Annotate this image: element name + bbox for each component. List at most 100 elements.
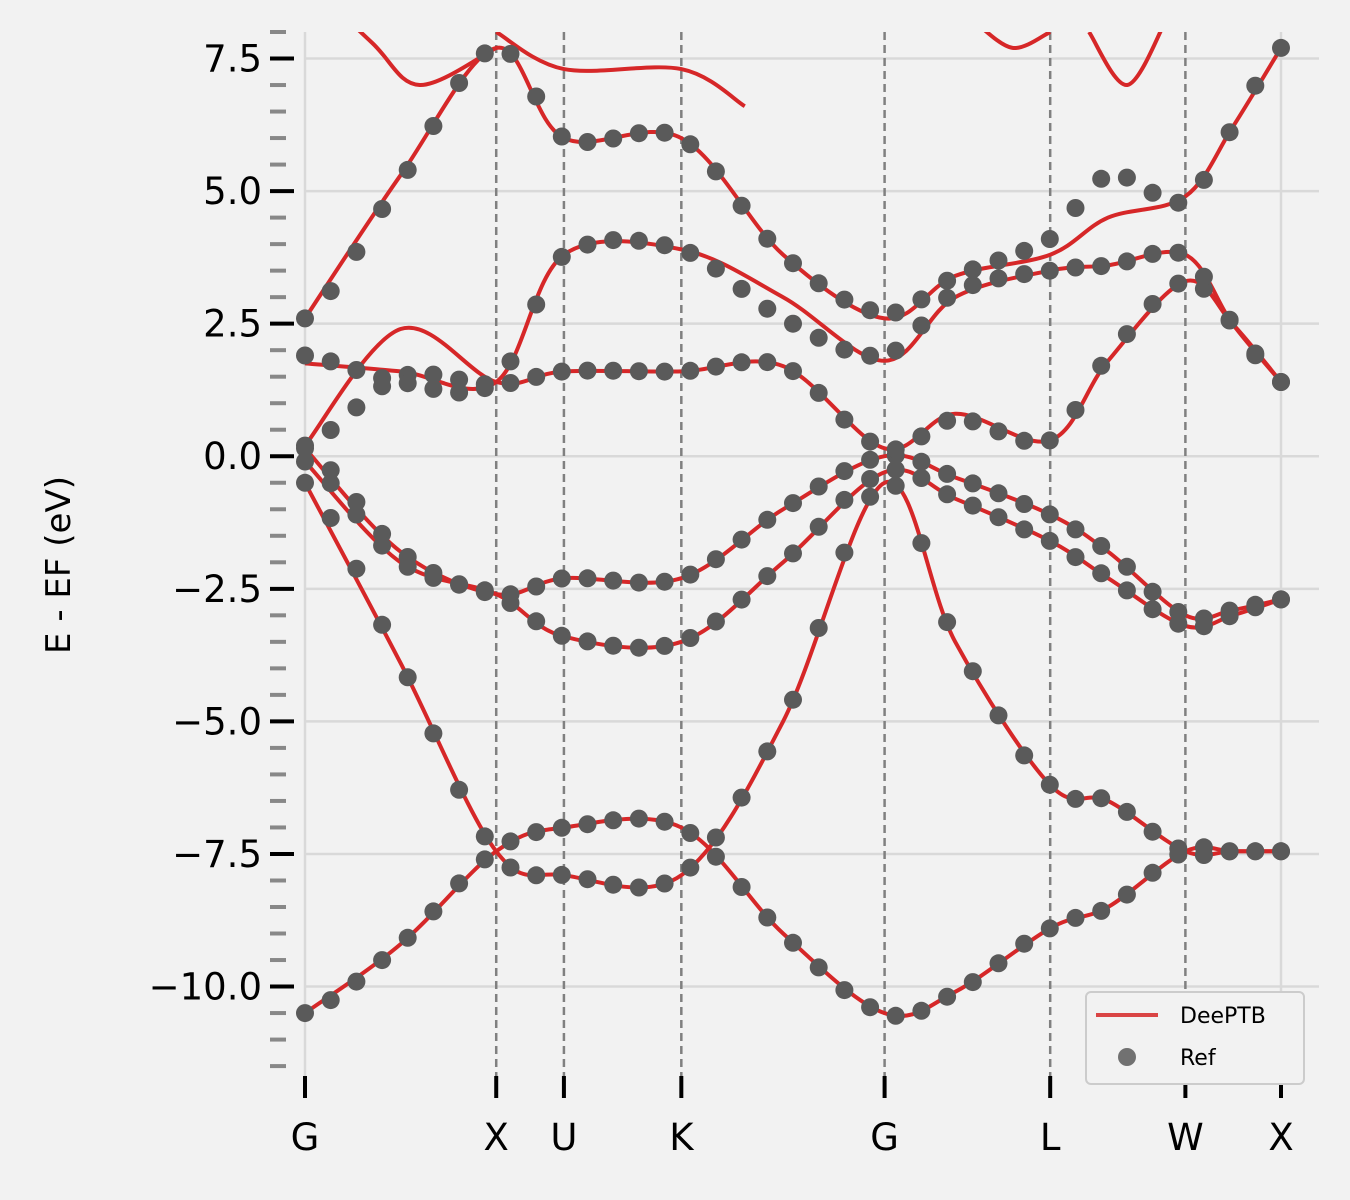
ref-point (1169, 274, 1188, 293)
ref-point (398, 668, 417, 687)
ref-point (681, 243, 700, 262)
ref-point (1015, 495, 1034, 513)
ref-point (1066, 401, 1085, 419)
ref-point (758, 353, 777, 372)
ref-point (1066, 789, 1085, 808)
ref-point (578, 870, 597, 889)
ref-point (1246, 76, 1265, 95)
ref-point (809, 958, 828, 977)
ref-point (861, 450, 880, 469)
ref-point (963, 474, 982, 493)
ref-point (347, 398, 366, 417)
ref-point (450, 780, 469, 799)
ref-point (321, 991, 340, 1010)
y-tick-label: −5.0 (172, 700, 262, 743)
ref-point (347, 242, 366, 261)
ref-point (1194, 609, 1213, 628)
y-axis-label: E - EF (eV) (39, 476, 79, 654)
ref-point (629, 878, 648, 897)
ref-point (527, 823, 546, 842)
ref-point (989, 484, 1008, 503)
ref-point (732, 590, 751, 609)
x-tick-label-K: K (669, 1116, 695, 1159)
ref-point (784, 494, 802, 513)
ref-point (552, 247, 571, 266)
ref-point (629, 573, 648, 592)
ref-point (1117, 557, 1136, 576)
ref-point (989, 422, 1008, 441)
deeptb-upper-band-1 (495, 32, 746, 108)
ref-points (296, 38, 1290, 1025)
ref-point (321, 474, 340, 493)
ref-point (629, 362, 648, 381)
ref-point (706, 259, 725, 278)
ref-point (629, 124, 648, 143)
ref-point (963, 973, 982, 992)
ref-point (604, 571, 623, 590)
ref-point (629, 809, 648, 828)
ref-point (296, 346, 314, 365)
ref-point (578, 569, 597, 588)
ref-point (835, 543, 854, 562)
ref-point (578, 815, 597, 834)
ref-point (1272, 373, 1290, 391)
ref-point (989, 251, 1008, 270)
ref-point (578, 361, 597, 380)
ref-point (861, 301, 880, 320)
ref-point (578, 235, 597, 254)
ref-point (321, 352, 340, 371)
ref-point (706, 162, 725, 181)
ref-point (450, 575, 469, 594)
ref-point (321, 509, 340, 527)
ref-point (655, 362, 674, 381)
ref-point (475, 583, 494, 602)
ref-point (784, 544, 802, 563)
x-tick-label-G: G (870, 1116, 899, 1159)
kpoint-separators (494, 32, 1187, 1082)
ref-point (912, 469, 931, 487)
ref-point (938, 464, 957, 483)
ref-point (963, 276, 982, 295)
ref-point (1169, 193, 1188, 212)
ref-point (1220, 310, 1239, 329)
ref-point (1117, 325, 1136, 344)
ref-point (1143, 183, 1162, 202)
ref-point (604, 875, 623, 894)
ref-point (373, 524, 392, 543)
ref-point (424, 379, 443, 398)
ref-point (373, 951, 392, 970)
x-tick-label-L: L (1040, 1116, 1061, 1159)
ref-point (655, 123, 674, 142)
ref-point (963, 496, 982, 515)
ref-point (501, 832, 520, 851)
deeptb-upper-band-3 (1087, 32, 1163, 87)
ref-point (475, 379, 494, 398)
ref-point (424, 724, 443, 743)
ref-point (655, 236, 674, 255)
ref-point (1220, 842, 1239, 861)
ref-point (527, 367, 546, 386)
ref-point (1092, 356, 1111, 375)
ref-point (424, 117, 443, 135)
deeptb-upper-band-2 (983, 32, 1052, 50)
ref-point (963, 260, 982, 279)
deeptb-upper-band-0 (357, 32, 498, 88)
ref-point (938, 288, 957, 307)
ref-point (578, 133, 597, 151)
ref-point (604, 636, 623, 655)
ref-point (681, 135, 700, 154)
y-tick-label: −10.0 (149, 966, 262, 1009)
ref-point (912, 427, 931, 446)
ref-point (886, 476, 905, 495)
ref-point (1040, 431, 1059, 450)
ref-point (347, 559, 366, 578)
legend-ref-label: Ref (1180, 1046, 1217, 1071)
ref-point (398, 928, 417, 947)
ref-point (1272, 842, 1290, 861)
ref-point (912, 1001, 931, 1020)
x-tick-label-X: X (484, 1116, 509, 1159)
ref-point (963, 412, 982, 431)
ref-point (835, 462, 854, 481)
ref-point (1092, 257, 1111, 276)
